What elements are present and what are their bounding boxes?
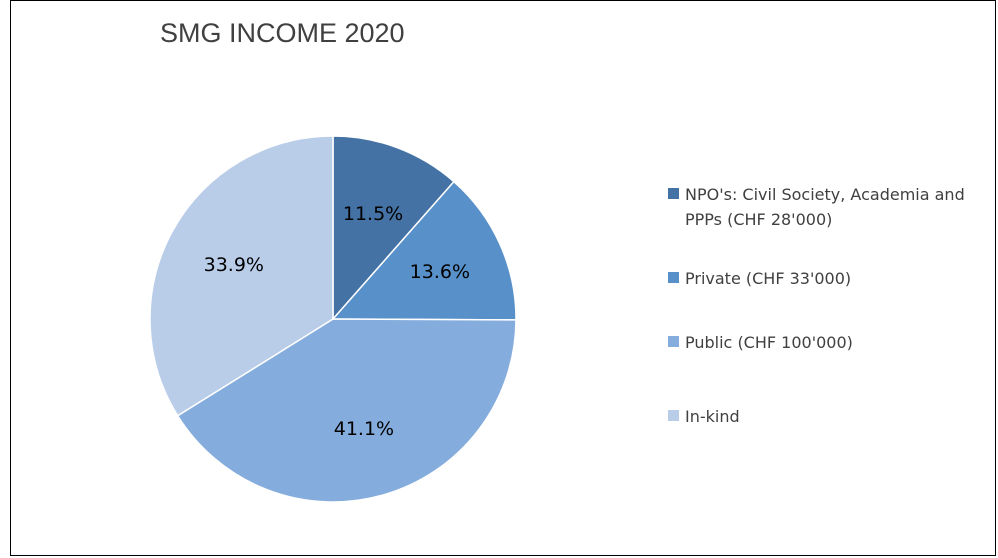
pie-slice-in-kind (149, 135, 334, 417)
legend-label-private: Private (CHF 33'000) (685, 269, 852, 288)
chart-title: SMG INCOME 2020 (160, 18, 405, 48)
pie-slice-private (331, 180, 517, 321)
data-label-npo: 11.5% (343, 203, 403, 225)
legend-label-public: Public (CHF 100'000) (685, 333, 853, 352)
pie-slice-npo (332, 135, 455, 321)
legend-swatch-private (668, 272, 679, 283)
pie-slice-public (176, 318, 517, 503)
legend-label-in-kind: In-kind (685, 407, 740, 426)
data-label-public: 41.1% (334, 418, 394, 440)
legend-swatch-in-kind (668, 410, 679, 421)
data-label-private: 13.6% (410, 261, 470, 283)
data-label-in-kind: 33.9% (204, 254, 264, 276)
legend-label-npo: NPO's: Civil Society, Academia and PPPs … (685, 185, 965, 229)
legend-swatch-npo (668, 188, 679, 199)
legend-swatch-public (668, 336, 679, 347)
